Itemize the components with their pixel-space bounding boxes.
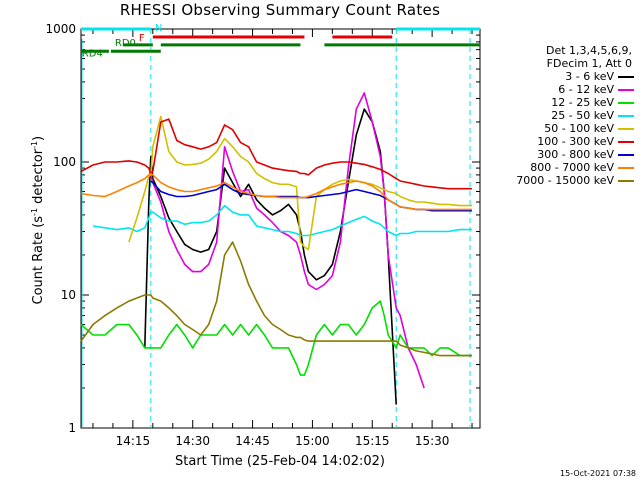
flag-label-flare: F	[139, 33, 145, 44]
legend-swatch	[618, 115, 634, 117]
x-tick-label: 15:00	[295, 434, 330, 448]
chart-title: RHESSI Observing Summary Count Rates	[119, 1, 441, 19]
x-tick-label: 14:30	[175, 434, 210, 448]
x-tick-label: 14:45	[235, 434, 270, 448]
series-line	[92, 204, 472, 237]
legend-item-label: 3 - 6 keV	[565, 70, 614, 83]
series-line	[80, 118, 472, 190]
legend-swatch	[618, 154, 634, 156]
legend-swatch	[618, 141, 634, 143]
legend-item-label: 300 - 800 keV	[537, 148, 614, 161]
legend-swatch	[618, 167, 634, 169]
legend-item: 3 - 6 keV	[480, 70, 640, 83]
timestamp: 15-Oct-2021 07:38	[560, 469, 636, 478]
y-tick-label: 1000	[45, 22, 76, 36]
series-line	[80, 300, 472, 376]
legend-header-line-2: FDecim 1, Att 0	[546, 57, 632, 70]
legend-item: 800 - 7000 keV	[480, 161, 640, 174]
legend-item-label: 6 - 12 keV	[558, 83, 614, 96]
series-line	[128, 115, 472, 251]
legend-item: 300 - 800 keV	[480, 148, 640, 161]
flag-label-rd0: RD0	[115, 38, 136, 49]
legend-item-label: 7000 - 15000 keV	[516, 174, 614, 187]
series-line	[144, 108, 397, 405]
y-axis-label-b: detector	[31, 148, 47, 208]
legend-item: 12 - 25 keV	[480, 96, 640, 109]
series-line	[80, 172, 472, 211]
flag-label-night: N	[155, 23, 162, 34]
legend-swatch	[618, 102, 634, 104]
legend-item-label: 25 - 50 keV	[551, 109, 614, 122]
legend-item: 100 - 300 keV	[480, 135, 640, 148]
y-axis-label-a: Count Rate (s	[31, 215, 47, 305]
y-axis-label: Count Rate (s-1 detector-1)	[30, 120, 46, 320]
x-tick-label: 14:15	[116, 434, 151, 448]
x-axis-label: Start Time (25-Feb-04 14:02:02)	[175, 454, 385, 469]
series-line	[80, 241, 472, 357]
legend-item-label: 100 - 300 keV	[537, 135, 614, 148]
plot-frame	[80, 28, 481, 429]
y-axis-label-c: )	[31, 135, 47, 141]
legend-swatch	[618, 89, 634, 91]
y-axis-label-sup-a: -1	[29, 207, 39, 216]
legend-item: 7000 - 15000 keV	[480, 174, 640, 187]
series-line	[150, 92, 425, 389]
legend-item-label: 12 - 25 keV	[551, 96, 614, 109]
y-tick-label: 100	[53, 155, 76, 169]
x-tick-label: 15:15	[355, 434, 390, 448]
legend-item: 50 - 100 keV	[480, 122, 640, 135]
x-tick-label: 15:30	[415, 434, 450, 448]
legend-item: 25 - 50 keV	[480, 109, 640, 122]
y-tick-label: 1	[68, 421, 76, 435]
legend-swatch	[618, 76, 634, 78]
legend-item: 6 - 12 keV	[480, 83, 640, 96]
legend-item-label: 800 - 7000 keV	[530, 161, 614, 174]
legend-swatch	[618, 180, 634, 182]
legend-item-label: 50 - 100 keV	[544, 122, 614, 135]
y-axis-label-sup-b: -1	[29, 140, 39, 149]
legend-swatch	[618, 128, 634, 130]
legend-header-line-1: Det 1,3,4,5,6,9,	[545, 44, 632, 57]
flag-label-rd4: RD4	[82, 48, 103, 59]
y-tick-label: 10	[61, 288, 76, 302]
